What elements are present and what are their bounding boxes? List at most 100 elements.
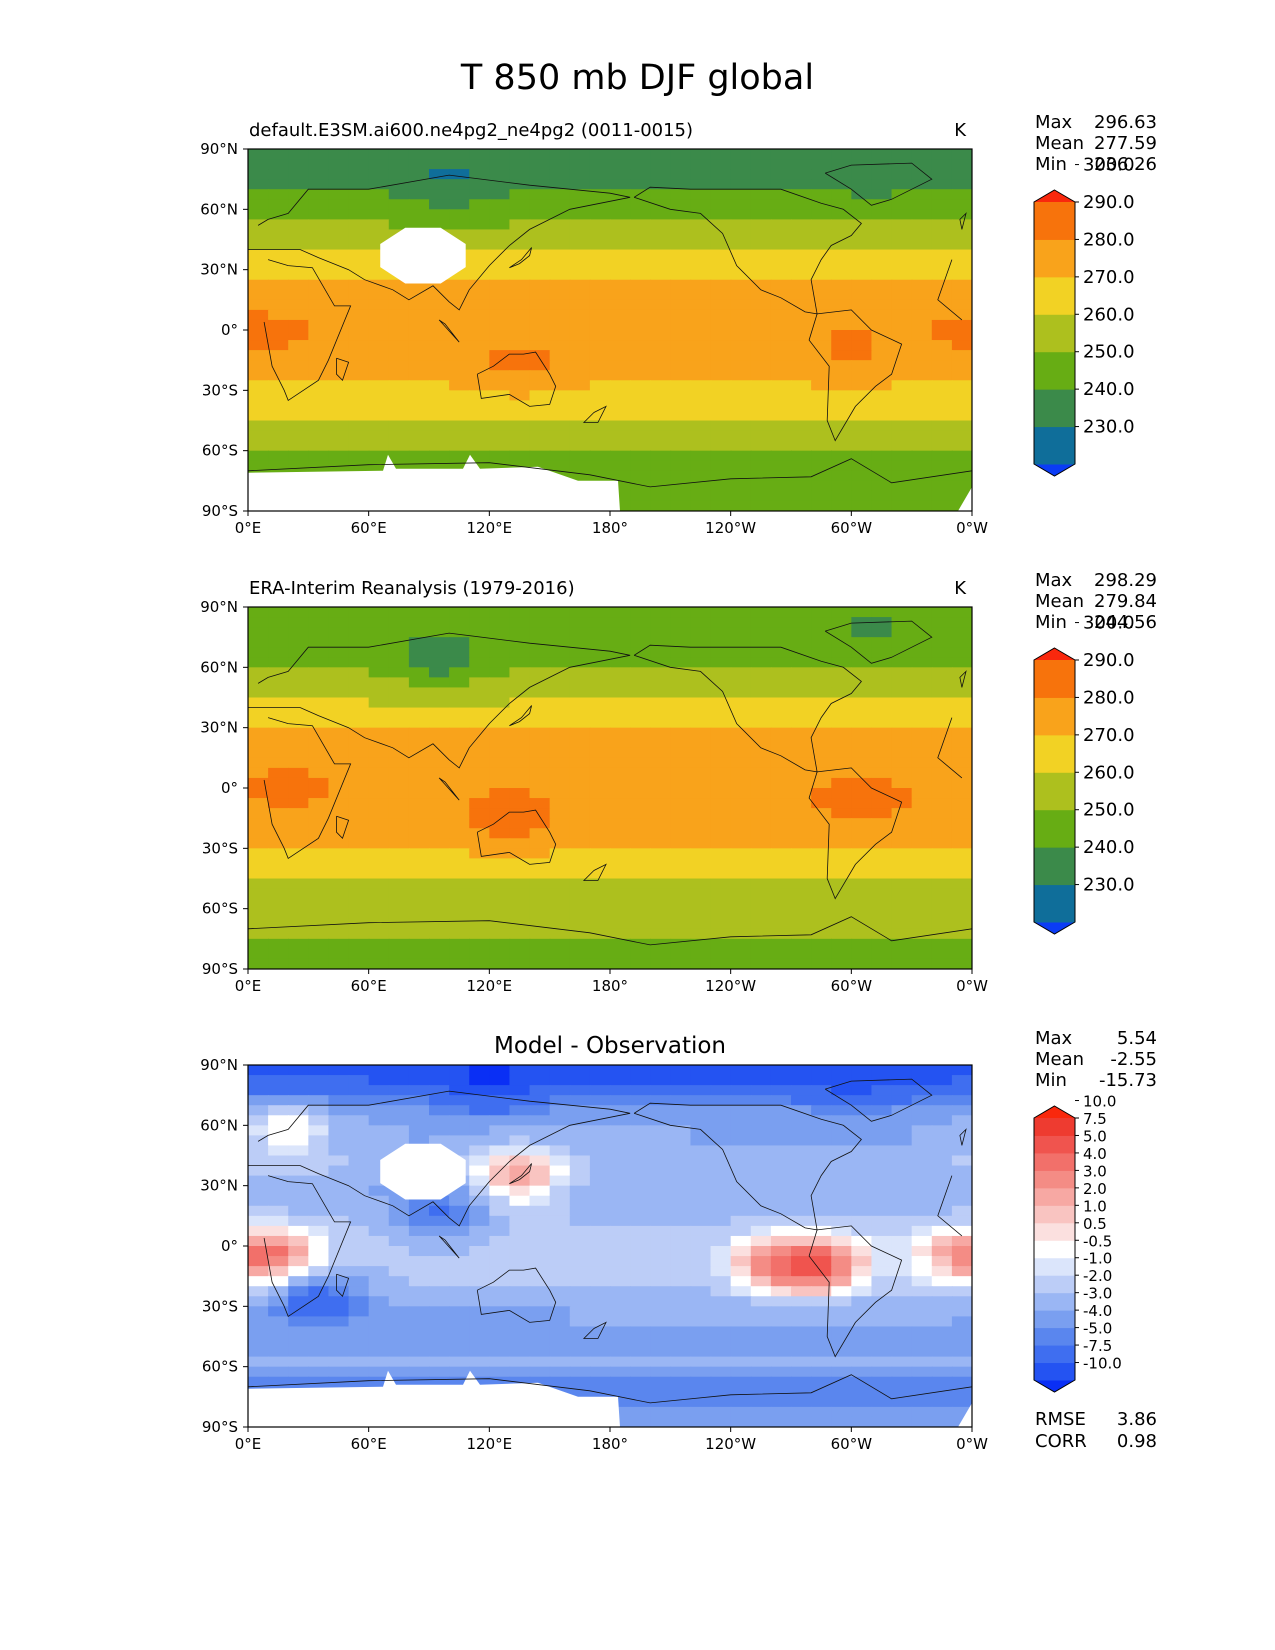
field-cell	[509, 1296, 531, 1308]
missing-region	[958, 487, 972, 511]
coastline	[336, 1273, 350, 1298]
field-cell	[690, 858, 712, 870]
field-cell	[268, 848, 290, 860]
field-cell	[650, 868, 672, 880]
field-cell	[770, 878, 792, 890]
field-cell	[308, 798, 330, 809]
field-cell	[750, 490, 772, 502]
field-cell	[569, 657, 591, 669]
field-cell	[811, 918, 833, 930]
field-cell	[348, 1366, 370, 1378]
field-cell	[569, 1205, 591, 1217]
field-cell	[851, 440, 873, 452]
field-cell	[248, 888, 269, 900]
field-cell	[288, 687, 310, 699]
field-cell	[288, 1185, 310, 1197]
field-cell	[248, 647, 269, 659]
field-cell	[831, 1346, 853, 1358]
field-cell	[509, 219, 531, 231]
field-cell	[308, 687, 330, 699]
field-cell	[469, 717, 491, 729]
field-cell	[871, 1115, 893, 1127]
field-cell	[328, 400, 350, 412]
field-cell	[449, 149, 471, 160]
field-cell	[931, 380, 953, 392]
field-cell	[891, 219, 913, 231]
field-cell	[750, 370, 772, 382]
field-cell	[750, 627, 772, 638]
field-cell	[851, 888, 873, 900]
field-cell	[348, 888, 370, 900]
field-cell	[750, 1175, 772, 1187]
field-cell	[690, 647, 712, 659]
field-cell	[449, 788, 471, 799]
field-cell	[368, 1316, 390, 1328]
field-cell	[951, 798, 972, 809]
field-cell	[791, 159, 812, 170]
field-cell	[288, 1105, 310, 1117]
field-cell	[469, 430, 491, 442]
field-cell	[529, 858, 551, 870]
field-cell	[368, 450, 390, 462]
field-cell	[871, 727, 893, 739]
field-cell	[469, 279, 491, 291]
coastline	[509, 705, 532, 727]
field-cell	[750, 299, 772, 311]
field-cell	[489, 169, 511, 180]
field-cell	[248, 1205, 269, 1217]
field-cell	[288, 1296, 310, 1308]
field-cell	[569, 1125, 591, 1137]
field-cell	[469, 420, 491, 432]
field-cell	[831, 1306, 853, 1318]
field-cell	[710, 319, 732, 331]
field-cell	[549, 299, 571, 311]
field-cell	[610, 617, 631, 628]
field-cell	[368, 319, 390, 331]
field-cell	[891, 1406, 913, 1418]
field-cell	[851, 647, 873, 659]
field-cell	[650, 667, 672, 679]
field-cell	[911, 249, 933, 261]
field-cell	[851, 1195, 873, 1207]
field-cell	[690, 249, 712, 261]
field-cell	[610, 319, 631, 331]
field-cell	[408, 607, 430, 618]
field-cell	[449, 450, 471, 462]
field-cell	[388, 390, 410, 402]
field-cell	[288, 868, 310, 880]
field-cell	[509, 627, 531, 638]
field-cell	[469, 229, 491, 241]
field-cell	[730, 1246, 752, 1257]
field-cell	[509, 319, 531, 331]
field-cell	[288, 239, 310, 251]
field-cell	[408, 1356, 430, 1368]
field-cell	[791, 637, 812, 649]
field-cell	[871, 350, 893, 361]
field-cell	[589, 617, 611, 628]
field-cell	[931, 948, 953, 960]
field-cell	[569, 637, 591, 649]
field-cell	[368, 209, 390, 221]
field-cell	[710, 410, 732, 422]
field-cell	[308, 229, 330, 241]
field-cell	[529, 1306, 551, 1318]
field-cell	[831, 219, 853, 231]
field-cell	[569, 360, 591, 372]
field-cell	[589, 637, 611, 649]
field-cell	[509, 1246, 531, 1257]
field-cell	[851, 1165, 873, 1177]
field-cell	[509, 1165, 531, 1177]
field-cell	[911, 1185, 933, 1197]
field-cell	[831, 1075, 853, 1086]
stat-value: 236.26	[1094, 154, 1157, 175]
field-cell	[408, 350, 430, 361]
field-cell	[610, 858, 631, 870]
field-cell	[791, 390, 812, 402]
field-cell	[690, 490, 712, 502]
field-cell	[630, 677, 652, 689]
stat-label: Min	[1035, 154, 1067, 175]
field-cell	[770, 189, 792, 201]
field-cell	[650, 249, 672, 261]
field-cell	[248, 199, 269, 211]
field-cell	[408, 1336, 430, 1348]
